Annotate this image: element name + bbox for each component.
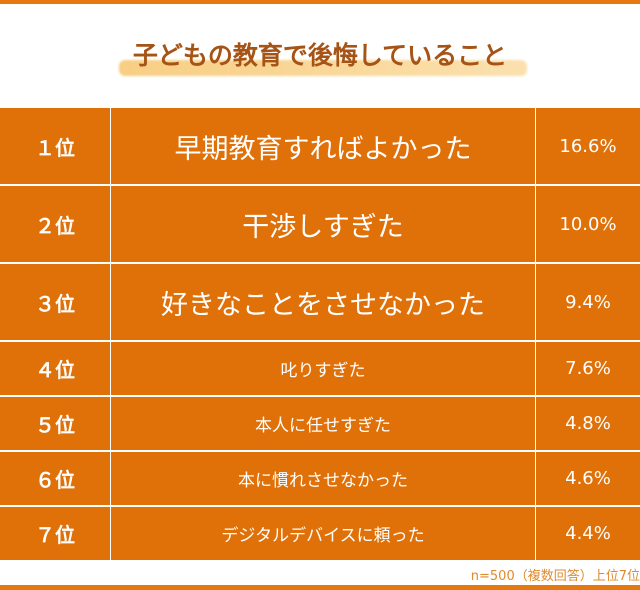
rank: ２位 xyxy=(0,186,110,262)
ranking-table: １位 早期教育すればよかった 16.6% ２位 干渉しすぎた 10.0% ３位 好きなこと… xyxy=(0,108,640,562)
table-row: ５位 本人に任せすぎた 4.8% xyxy=(0,397,640,450)
item: 本人に任せすぎた xyxy=(111,397,535,450)
item: 本に慣れさせなかった xyxy=(111,452,535,505)
rank: ６位 xyxy=(0,452,110,505)
table-row: ２位 干渉しすぎた 10.0% xyxy=(0,186,640,262)
table-row: ４位 叱りすぎた 7.6% xyxy=(0,342,640,395)
percentage: 10.0% xyxy=(536,186,640,262)
rank: ３位 xyxy=(0,264,110,340)
top-bar xyxy=(0,0,640,4)
rank: １位 xyxy=(0,108,110,184)
item: デジタルデバイスに頼った xyxy=(111,507,535,560)
table-row: ３位 好きなことをさせなかった 9.4% xyxy=(0,264,640,340)
rank: ７位 xyxy=(0,507,110,560)
page-title: 子どもの教育で後悔していること xyxy=(119,30,521,78)
item: 干渉しすぎた xyxy=(111,186,535,262)
percentage: 4.4% xyxy=(536,507,640,560)
table-row: ７位 デジタルデバイスに頼った 4.4% xyxy=(0,507,640,560)
percentage: 4.6% xyxy=(536,452,640,505)
percentage: 16.6% xyxy=(536,108,640,184)
sample-note: n=500（複数回答）上位7位 xyxy=(470,569,640,584)
item: 好きなことをさせなかった xyxy=(111,264,535,340)
item: 早期教育すればよかった xyxy=(111,108,535,184)
table-row: ６位 本に慣れさせなかった 4.6% xyxy=(0,452,640,505)
percentage: 7.6% xyxy=(536,342,640,395)
table-row: １位 早期教育すればよかった 16.6% xyxy=(0,108,640,184)
rank: ５位 xyxy=(0,397,110,450)
item: 叱りすぎた xyxy=(111,342,535,395)
rank: ４位 xyxy=(0,342,110,395)
bottom-bar xyxy=(0,585,640,590)
percentage: 4.8% xyxy=(536,397,640,450)
percentage: 9.4% xyxy=(536,264,640,340)
